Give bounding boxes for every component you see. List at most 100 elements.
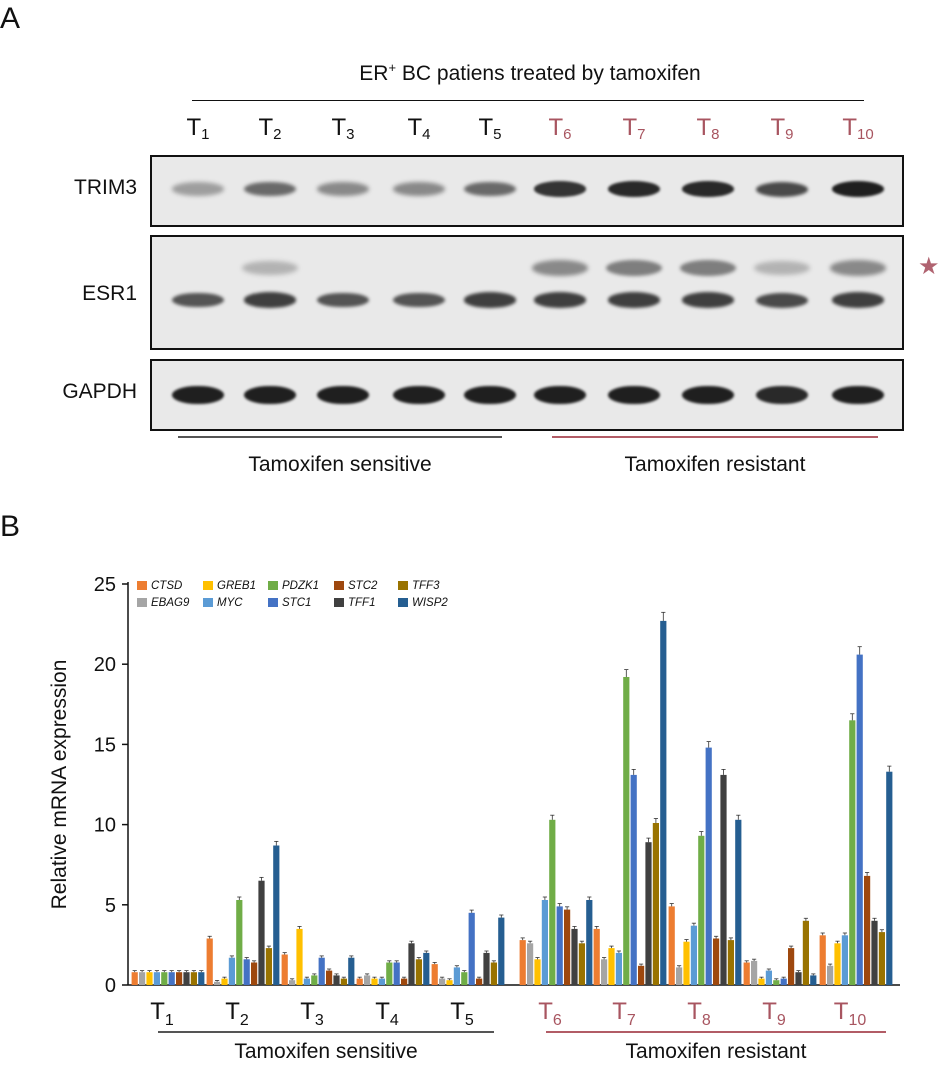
bar	[564, 909, 571, 985]
bar	[735, 819, 742, 985]
bar	[326, 970, 333, 985]
x-tick-sub: 4	[390, 1012, 399, 1029]
lane-label-sub: 8	[711, 126, 720, 143]
bar	[819, 935, 826, 985]
bar	[586, 900, 593, 985]
bar	[690, 925, 697, 985]
bar	[190, 972, 197, 985]
bar	[773, 980, 780, 985]
bar	[527, 943, 534, 985]
resistant-line-a	[552, 436, 878, 438]
bar	[415, 959, 422, 985]
lane-label-8: T8	[678, 114, 738, 143]
band	[534, 181, 586, 197]
upper-band	[242, 261, 298, 275]
y-tick-label: 25	[94, 574, 116, 596]
bar	[841, 935, 848, 985]
bar	[593, 928, 600, 985]
group-sensitive-b: Tamoxifen sensitive	[234, 1040, 418, 1063]
x-tick-sub: 2	[240, 1012, 249, 1029]
legend-label: GREB1	[217, 580, 256, 592]
x-tick-label: T6	[538, 998, 562, 1029]
bar	[176, 972, 183, 985]
band	[172, 385, 224, 405]
bar	[519, 940, 526, 985]
bar	[698, 835, 705, 985]
lane-label-sub: 2	[273, 126, 282, 143]
bar	[886, 771, 893, 985]
upper-band	[754, 261, 810, 275]
band	[608, 292, 660, 308]
bar	[364, 975, 371, 985]
bar	[161, 972, 168, 985]
x-tick-base: T	[612, 998, 627, 1025]
lane-label-sub: 3	[346, 126, 355, 143]
blot-label-trim3: TRIM3	[74, 176, 137, 199]
bar	[139, 972, 146, 985]
x-tick-label: T4	[375, 998, 399, 1029]
blot-label-esr1: ESR1	[82, 282, 137, 305]
x-tick-label: T9	[762, 998, 786, 1029]
bar	[214, 981, 221, 985]
bar	[705, 747, 712, 985]
x-tick-label: T3	[300, 998, 324, 1029]
bar	[878, 932, 885, 985]
lane-label-sub: 9	[785, 126, 794, 143]
x-tick-label: T10	[834, 998, 867, 1029]
bar	[378, 978, 385, 985]
x-tick-sub: 10	[848, 1012, 866, 1029]
lane-label-9: T9	[752, 114, 812, 143]
bar	[408, 943, 415, 985]
lane-label-sub: 7	[637, 126, 646, 143]
band	[172, 292, 224, 308]
band	[244, 385, 296, 405]
legend-swatch	[203, 581, 213, 590]
x-tick-label: T7	[612, 998, 636, 1029]
bar	[371, 978, 378, 985]
bar	[198, 972, 205, 985]
band	[393, 292, 445, 308]
x-tick-base: T	[687, 998, 702, 1025]
bar	[556, 906, 563, 985]
legend-label: TFF1	[348, 597, 375, 609]
bar	[615, 952, 622, 985]
bar	[289, 980, 296, 985]
sensitive-line-b	[158, 1031, 494, 1033]
x-tick-base: T	[225, 998, 240, 1025]
band	[464, 181, 516, 197]
lane-label-base: T	[407, 114, 423, 141]
x-tick-base: T	[150, 998, 165, 1025]
bar	[630, 774, 637, 985]
lane-label-base: T	[258, 114, 274, 141]
x-tick-label: T5	[450, 998, 474, 1029]
bar	[871, 920, 878, 985]
bar	[668, 906, 675, 985]
bar	[265, 948, 272, 985]
legend-swatch	[268, 598, 278, 607]
bar	[751, 960, 758, 985]
bar	[652, 823, 659, 985]
sensitive-line-a	[178, 436, 502, 438]
bar	[849, 720, 856, 985]
bar	[206, 938, 213, 985]
lane-label-sub: 10	[856, 126, 874, 143]
legend-label: STC1	[282, 597, 311, 609]
x-tick-base: T	[834, 998, 849, 1025]
bar	[645, 842, 652, 985]
legend-label: CTSD	[151, 580, 182, 592]
band	[682, 292, 734, 308]
bar	[281, 954, 288, 985]
x-tick-sub: 6	[553, 1012, 562, 1029]
bar	[318, 957, 325, 985]
x-tick-base: T	[300, 998, 315, 1025]
upper-band	[532, 260, 588, 276]
bar	[827, 965, 834, 985]
bar	[713, 938, 720, 985]
bar	[228, 957, 235, 985]
bar	[810, 975, 817, 985]
lane-label-7: T7	[604, 114, 664, 143]
bar	[864, 875, 871, 985]
lane-label-base: T	[842, 114, 857, 141]
bar	[498, 917, 505, 985]
x-tick-sub: 3	[315, 1012, 324, 1029]
